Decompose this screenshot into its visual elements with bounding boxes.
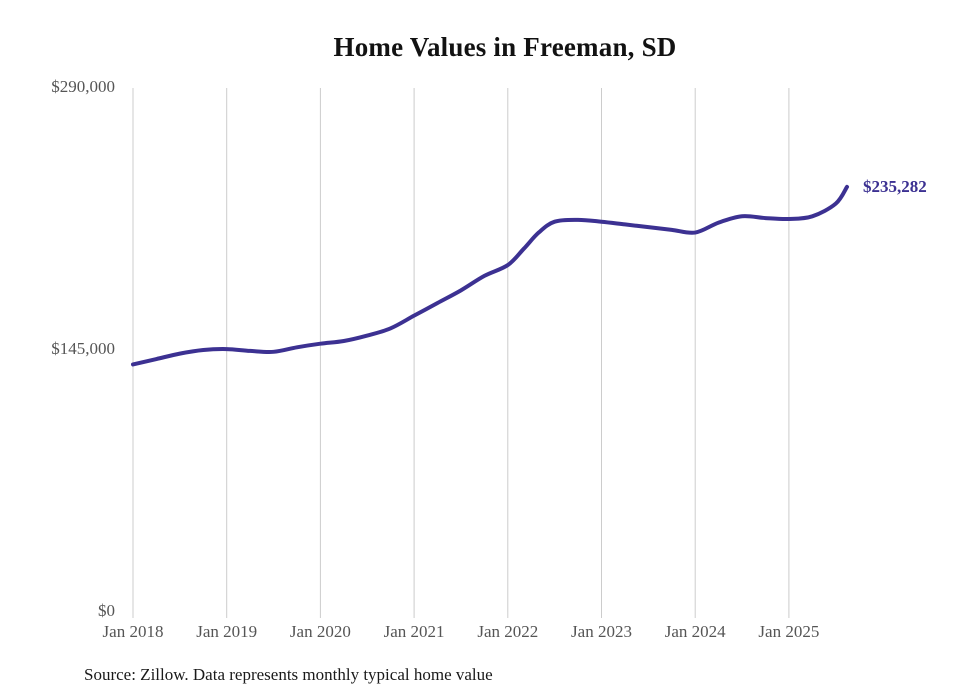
end-value-annotation: $235,282	[862, 176, 927, 196]
x-tick-label: Jan 2021	[383, 622, 445, 641]
y-tick-label: $0	[98, 601, 115, 620]
chart-title: Home Values in Freeman, SD	[333, 32, 677, 62]
x-tick-label: Jan 2023	[571, 622, 632, 641]
x-tick-label: Jan 2025	[758, 622, 820, 641]
y-tick-label: $290,000	[51, 77, 115, 96]
x-tick-label: Jan 2022	[477, 622, 539, 641]
data-series	[131, 184, 849, 367]
x-tick-label: Jan 2019	[196, 622, 258, 641]
source-note: Source: Zillow. Data represents monthly …	[84, 665, 493, 684]
home-value-line	[131, 184, 849, 367]
x-tick-label: Jan 2018	[102, 622, 164, 641]
x-tick-label: Jan 2020	[289, 622, 351, 641]
x-tick-label: Jan 2024	[664, 622, 726, 641]
x-tick-marks	[132, 612, 790, 618]
y-tick-label: $145,000	[51, 339, 115, 358]
